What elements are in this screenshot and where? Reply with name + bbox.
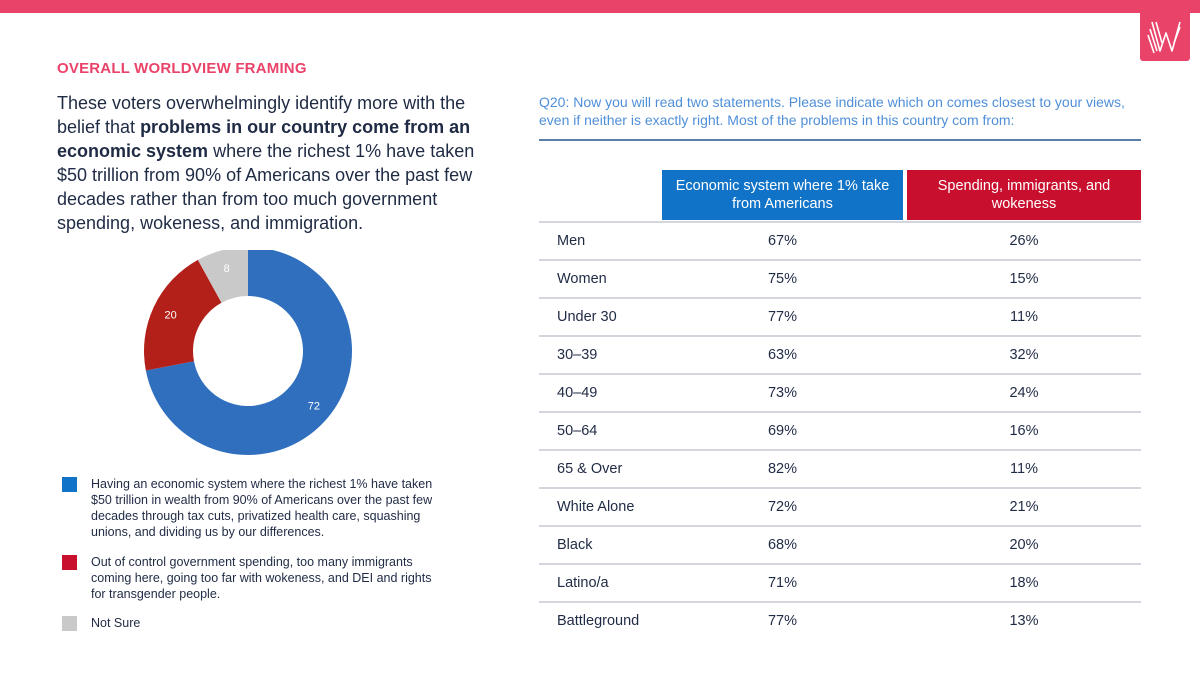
table-row: Battleground 77% 13% <box>539 601 1141 639</box>
econ-value: 63% <box>767 347 798 363</box>
donut-chart: 72 20 8 <box>144 250 352 455</box>
table-row: 40–49 73% 24% <box>539 373 1141 411</box>
legend-swatch-blue <box>62 477 77 492</box>
top-accent-bar <box>0 0 1200 13</box>
spend-value: 24% <box>1009 385 1039 401</box>
donut-slice-spending <box>144 259 222 371</box>
spend-value: 11% <box>1010 461 1038 477</box>
spend-value: 16% <box>1009 423 1039 439</box>
row-label: 30–39 <box>557 347 598 363</box>
donut-slice-economic <box>145 250 352 455</box>
econ-value: 75% <box>767 271 798 287</box>
legend-text-spending: Out of control government spending, too … <box>91 555 432 601</box>
spend-value: 21% <box>1009 499 1039 515</box>
econ-value: 68% <box>767 537 798 553</box>
row-label: Under 30 <box>557 309 617 325</box>
spend-value: 20% <box>1009 537 1039 553</box>
column-header-economic: Economic system where 1% take from Ameri… <box>662 170 903 220</box>
headline-part2: where the richest 1% have taken $50 tril… <box>57 141 475 233</box>
table-row: 30–39 63% 32% <box>539 335 1141 373</box>
legend-text-economic: Having an economic system where the rich… <box>91 477 433 539</box>
econ-value: 77% <box>767 309 798 325</box>
econ-value: 82% <box>767 461 798 477</box>
donut-data-label: 72 <box>308 400 320 412</box>
table-row: Men 67% 26% <box>539 221 1141 259</box>
row-label: Women <box>557 271 607 287</box>
row-label: 40–49 <box>557 385 598 401</box>
legend-item-not-sure: Not Sure <box>62 615 441 631</box>
donut-slice-not-sure <box>197 250 248 303</box>
section-title: OVERALL WORLDVIEW FRAMING <box>57 60 307 77</box>
table-row: Latino/a 71% 18% <box>539 563 1141 601</box>
row-label: 65 & Over <box>557 461 623 477</box>
legend-text-not-sure: Not Sure <box>91 616 141 630</box>
econ-value: 69% <box>767 423 798 439</box>
econ-value: 72% <box>767 499 798 515</box>
donut-data-label: 8 <box>224 263 230 275</box>
econ-value: 73% <box>767 385 798 401</box>
question-text: Q20: Now you will read two statements. P… <box>539 94 1125 128</box>
brand-logo <box>1140 13 1190 61</box>
econ-value: 77% <box>767 613 798 629</box>
row-label: 50–64 <box>557 423 598 439</box>
table-row: Black 68% 20% <box>539 525 1141 563</box>
column-header-spending: Spending, immigrants, and wokeness <box>907 170 1141 220</box>
row-label: Battleground <box>557 613 640 629</box>
econ-value: 71% <box>767 575 798 591</box>
spend-value: 15% <box>1009 271 1039 287</box>
table-row: 65 & Over 82% 11% <box>539 449 1141 487</box>
headline-bold: problems in our country come from an eco… <box>57 117 471 161</box>
row-label: Latino/a <box>557 575 609 591</box>
table-row: Women 75% 15% <box>539 259 1141 297</box>
row-label: Black <box>557 537 593 553</box>
spend-value: 18% <box>1009 575 1039 591</box>
question-divider <box>539 139 1141 141</box>
legend-item-economic: Having an economic system where the rich… <box>62 476 441 540</box>
legend-swatch-gray <box>62 616 77 631</box>
headline: These voters overwhelmingly identify mor… <box>57 91 487 235</box>
spend-value: 32% <box>1009 347 1039 363</box>
legend-item-spending: Out of control government spending, too … <box>62 554 441 602</box>
econ-value: 67% <box>767 233 798 249</box>
table-row: White Alone 72% 21% <box>539 487 1141 525</box>
spend-value: 13% <box>1009 613 1039 629</box>
table-row: 50–64 69% 16% <box>539 411 1141 449</box>
legend-swatch-red <box>62 555 77 570</box>
spend-value: 26% <box>1009 233 1039 249</box>
row-label: White Alone <box>557 499 635 515</box>
donut-data-label: 20 <box>165 310 177 322</box>
row-label: Men <box>557 233 586 249</box>
spend-value: 11% <box>1010 309 1038 325</box>
crosstab-table: Men 67% 26% Women 75% 15% Under 30 77% 11% 30–39 6… <box>539 221 1141 639</box>
table-row: Under 30 77% 11% <box>539 297 1141 335</box>
headline-part1: These voters overwhelmingly identify mor… <box>57 93 466 137</box>
